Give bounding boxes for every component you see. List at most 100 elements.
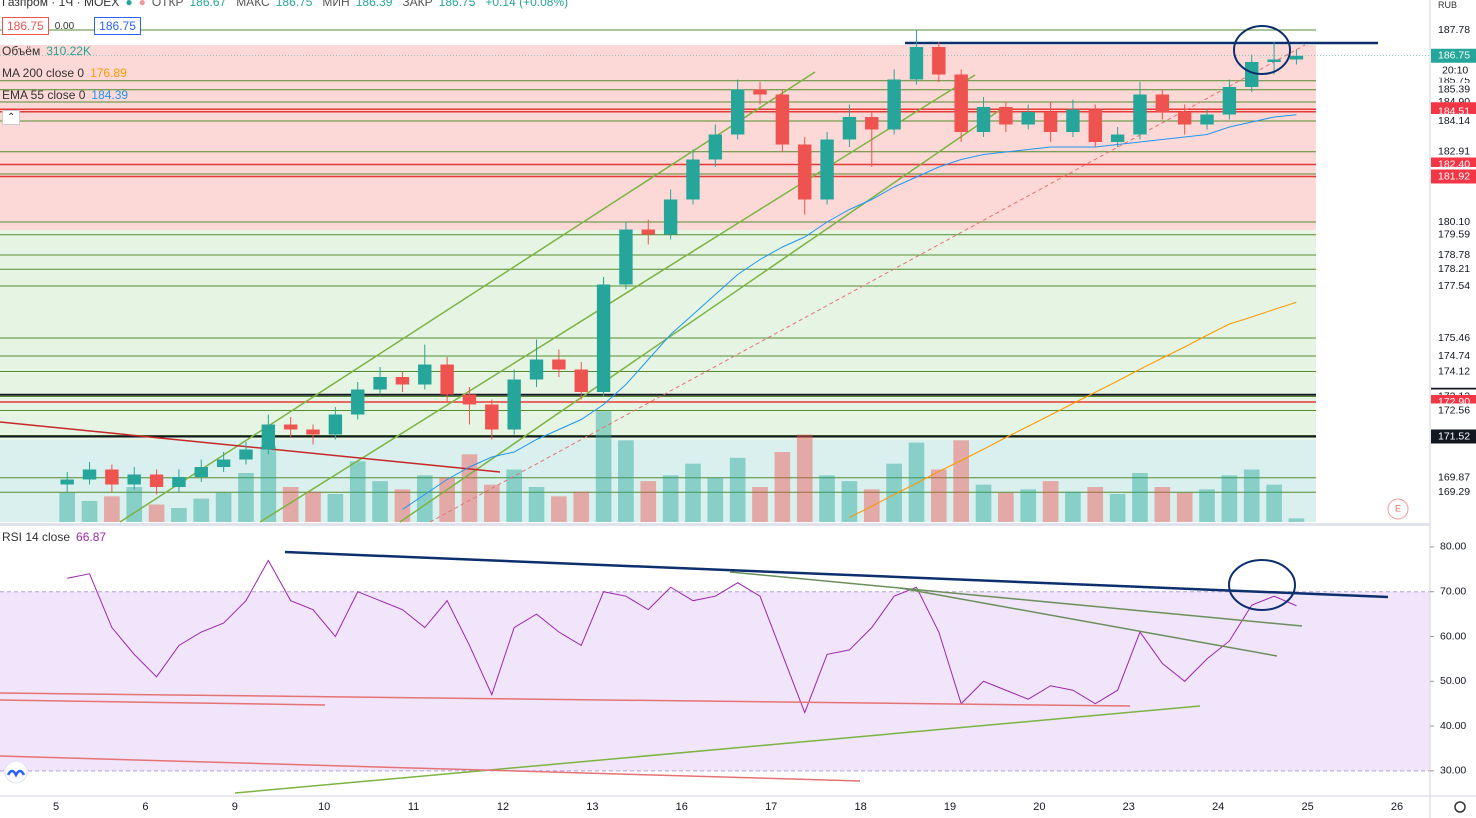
stat-value: 186.67: [189, 0, 227, 9]
candle-body: [686, 159, 700, 200]
trend-line: [729, 571, 1303, 627]
price-label: 171.52: [1438, 430, 1470, 442]
candle-body: [1245, 62, 1259, 87]
volume-bar: [215, 492, 232, 522]
x-tick-label: 20: [1033, 801, 1045, 813]
price-label-bg: [1431, 48, 1476, 63]
x-tick-label: 11: [408, 801, 419, 813]
candle-body: [328, 414, 343, 435]
x-tick-label: 23: [1123, 801, 1135, 813]
collapse-button[interactable]: ⌃: [2, 110, 21, 125]
stat-label: ЗАКР: [402, 0, 433, 9]
volume-bar: [685, 463, 701, 522]
candle-body: [1088, 109, 1102, 142]
change: +0.14 (+0.08%): [485, 0, 569, 9]
volume-bar: [1154, 487, 1171, 522]
volume-bar: [1176, 492, 1193, 522]
candle-body: [261, 424, 276, 450]
volume-bar: [1042, 481, 1059, 522]
x-tick-label: 13: [586, 801, 598, 813]
candle-body: [1155, 94, 1170, 112]
volume-bar: [752, 487, 768, 522]
event-marker: [1387, 498, 1409, 520]
volume-bar: [618, 440, 634, 522]
volume-bar: [171, 508, 187, 522]
volume-bar: [528, 487, 545, 522]
candle-body: [306, 429, 320, 435]
candle-body: [753, 89, 767, 95]
event-marker-label: E: [1395, 503, 1401, 513]
price-label-bg: [1431, 485, 1476, 500]
header: Газпром · 1Ч · MOEX ● ● ОТКР 186.67 МАКС 18…: [2, 0, 568, 9]
stat-label: МИН: [322, 0, 350, 9]
volume-bar: [439, 477, 455, 522]
legend-value: 184.39: [91, 88, 129, 102]
x-tick-label: 18: [854, 801, 866, 813]
volume-bar: [349, 461, 366, 522]
price-label-bg: [1431, 169, 1476, 184]
candle-body: [842, 117, 857, 140]
symbol-title: Газпром · 1Ч · MOEX: [2, 0, 120, 9]
candle-body: [351, 389, 365, 415]
support-zone: [0, 230, 1316, 440]
legend-value: 176.89: [90, 66, 127, 80]
candle-body: [418, 364, 432, 385]
price-label: 178.78: [1438, 249, 1470, 261]
status-dot: ●: [138, 0, 146, 9]
legend-name: EMA 55 close 0: [2, 88, 86, 102]
volume-bar: [327, 494, 344, 522]
trend-line: [0, 699, 326, 706]
price-label-bg: [1431, 429, 1476, 444]
timer: 20:10: [1442, 65, 1468, 77]
candle-body: [708, 134, 723, 160]
trend-line: [899, 587, 1278, 657]
ask[interactable]: 186.75: [94, 17, 141, 35]
bid[interactable]: 186.75: [2, 17, 49, 35]
volume-bar: [126, 487, 143, 522]
stat-label: ОТКР: [151, 0, 184, 9]
candle-body: [395, 377, 410, 385]
x-tick-label: 12: [497, 801, 509, 813]
ma-legend: MA 200 close 0 176.89: [2, 66, 127, 80]
price-label: 185.39: [1438, 84, 1470, 96]
pane-separator: [0, 523, 1476, 526]
timer-bg: [1431, 63, 1476, 78]
candle-body: [462, 394, 477, 405]
candle-body: [1021, 112, 1035, 125]
candle-body: [1110, 134, 1125, 142]
support-zone: [0, 440, 1316, 522]
ma-line: [402, 114, 1297, 510]
volume-bar: [707, 477, 724, 522]
volume-bar: [774, 452, 791, 522]
candle-body: [1043, 112, 1058, 132]
settings-icon[interactable]: [1454, 801, 1466, 813]
rsi-tick-label: 80.00: [1440, 541, 1466, 553]
candle-body: [976, 107, 991, 132]
price-label-bg: [1431, 82, 1476, 97]
price-label: 184.14: [1438, 115, 1470, 127]
price-label-bg: [1431, 227, 1476, 242]
trend-line: [234, 705, 1201, 794]
candle-body: [172, 477, 186, 487]
candle-body: [239, 449, 253, 460]
volume-bar: [931, 469, 947, 522]
volume-bar: [1132, 473, 1148, 522]
x-tick-label: 9: [232, 801, 238, 813]
rsi-line: [67, 559, 1297, 715]
volume-bar: [1221, 475, 1238, 522]
trend-line: [119, 71, 816, 523]
candle-body: [932, 47, 946, 75]
ema-legend: EMA 55 close 0 184.39: [2, 88, 128, 102]
price-label: 175.46: [1438, 332, 1470, 344]
legend-name: MA 200 close 0: [2, 66, 85, 80]
volume-bar: [1288, 518, 1305, 522]
price-label: 180.10: [1438, 216, 1470, 228]
annotation-circle: [1228, 559, 1296, 611]
rsi-tick-label: 50.00: [1440, 675, 1466, 687]
header-stats: ОТКР 186.67 МАКС 186.75 МИН 186.39 ЗАКР 186.75: [152, 0, 480, 9]
candle-body: [127, 474, 141, 485]
volume-legend: Объём 310.22K: [2, 44, 91, 58]
volume-bar: [81, 501, 98, 522]
volume-bar: [1020, 489, 1037, 522]
volume-bar: [193, 498, 210, 522]
